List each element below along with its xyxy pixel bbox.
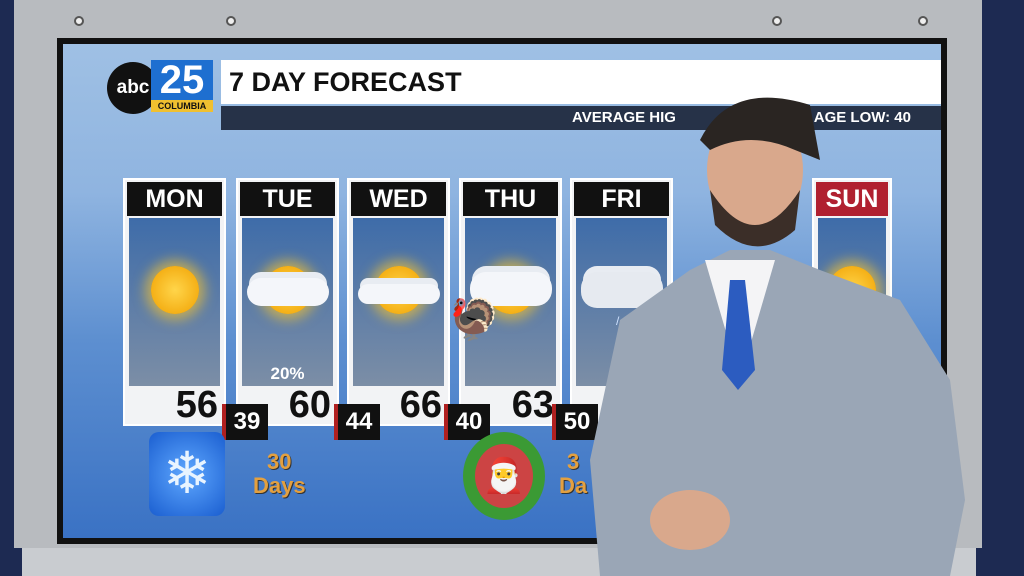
day-name: FRI	[574, 182, 669, 216]
high-temp: 63	[511, 384, 554, 426]
day-card-tue: TUE 20% 60	[236, 178, 339, 426]
beard	[710, 190, 800, 247]
countdown-label: Days	[253, 473, 306, 498]
cloud-icon	[246, 278, 329, 306]
countdown-christmas: 3 Da	[559, 450, 587, 498]
suit-jacket	[590, 250, 965, 576]
hands	[650, 490, 730, 550]
meteorologist	[590, 97, 965, 576]
averages-bar: AVERAGE HIG AGE LOW: 40	[221, 106, 941, 130]
day-card-wed: WED 66	[347, 178, 450, 426]
day-card-mon: MON 56	[123, 178, 226, 426]
day-name: THU	[463, 182, 558, 216]
day-name: WED	[351, 182, 446, 216]
countdown-winter: 30 Days	[253, 450, 306, 498]
cloud-icon	[357, 284, 440, 304]
bolt-icon	[918, 16, 928, 26]
low-temp: 40	[444, 404, 490, 440]
low-temp: 50	[552, 404, 598, 440]
high-temp: 56	[175, 384, 218, 426]
turkey-icon: 🦃	[449, 298, 499, 342]
snowflake-icon: ❄	[149, 432, 225, 516]
low-temp: 44	[334, 404, 380, 440]
day-card-thu: THU 63	[459, 178, 562, 426]
countdown-number: 3	[566, 449, 580, 474]
bolt-icon	[226, 16, 236, 26]
low-temp: 39	[222, 404, 268, 440]
countdown-label: Da	[559, 473, 588, 498]
day-name: MON	[127, 182, 222, 216]
logo-network: abc	[107, 62, 159, 114]
precip-chance: 20%	[270, 364, 305, 383]
studio-wall-right	[976, 0, 1024, 576]
tie	[722, 280, 755, 390]
logo-city: COLUMBIA	[151, 100, 213, 112]
logo-channel: 25	[151, 60, 213, 100]
cloud-icon	[469, 272, 552, 306]
day-name: SUN	[816, 182, 888, 216]
countdown-number: 30	[267, 449, 292, 474]
day-name: TUE	[240, 182, 335, 216]
bolt-icon	[772, 16, 782, 26]
high-temp: 60	[288, 384, 331, 426]
station-logo: abc 25 COLUMBIA	[107, 58, 217, 116]
page-title: 7 DAY FORECAST	[221, 60, 941, 104]
high-temp: 66	[399, 384, 442, 426]
bolt-icon	[74, 16, 84, 26]
average-high-label: AVERAGE HIG	[572, 109, 676, 126]
sun-icon	[150, 266, 199, 314]
santa-wreath-icon: 🎅	[463, 432, 545, 520]
hair	[700, 97, 820, 160]
average-low-label: AGE LOW: 40	[813, 109, 911, 126]
